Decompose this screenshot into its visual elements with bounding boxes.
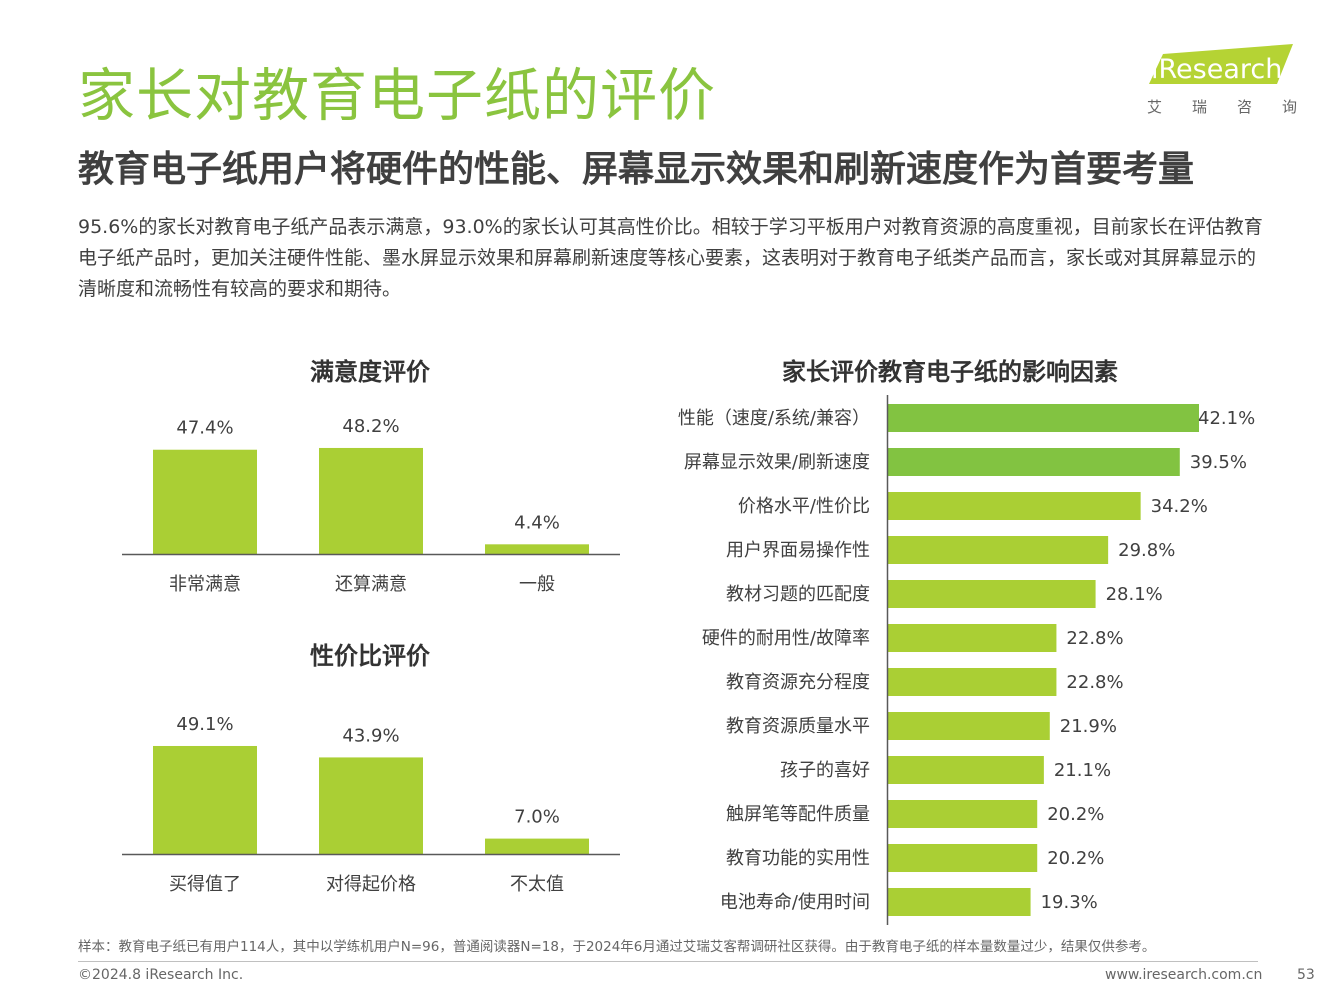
data-label: 34.2% <box>1151 496 1208 517</box>
category-label: 教育功能的实用性 <box>726 848 870 869</box>
data-label: 20.2% <box>1047 848 1104 869</box>
bar <box>485 838 589 854</box>
bar <box>319 447 423 554</box>
page-subtitle: 教育电子纸用户将硬件的性能、屏幕显示效果和刷新速度作为首要考量 <box>78 149 1195 190</box>
data-label: 19.3% <box>1041 892 1098 913</box>
category-label: 对得起价格 <box>326 874 416 895</box>
logo-banner <box>1149 44 1293 84</box>
data-label: 29.8% <box>1118 540 1175 561</box>
data-label: 49.1% <box>176 714 233 735</box>
chart-title-satisfaction: 满意度评价 <box>310 358 430 386</box>
category-label: 买得值了 <box>169 874 241 895</box>
category-label: 电池寿命/使用时间 <box>720 892 870 913</box>
data-label: 21.1% <box>1054 760 1111 781</box>
page-number: 53 <box>1297 967 1315 983</box>
sample-footnote: 样本：教育电子纸已有用户114人，其中以学练机用户N=96，普通阅读器N=18，… <box>78 939 1156 955</box>
logo-char: 咨 <box>1236 98 1252 116</box>
page-title: 家长对教育电子纸的评价 <box>78 63 716 129</box>
category-label: 教育资源充分程度 <box>726 672 870 693</box>
category-label: 教材习题的匹配度 <box>726 584 870 605</box>
category-label: 性能（速度/系统/兼容） <box>678 408 870 429</box>
category-label: 屏幕显示效果/刷新速度 <box>684 452 870 473</box>
data-label: 48.2% <box>342 416 399 437</box>
bar <box>888 624 1057 652</box>
logo-char: 艾 <box>1147 98 1163 116</box>
data-label: 43.9% <box>342 725 399 746</box>
bar <box>888 668 1057 696</box>
bar <box>319 757 423 854</box>
logo-text: iResearch <box>1151 54 1282 85</box>
bar <box>888 888 1031 916</box>
bar <box>888 800 1038 828</box>
bar <box>888 580 1096 608</box>
category-label: 教育资源质量水平 <box>726 716 870 737</box>
bar <box>485 544 589 554</box>
copyright-text: ©2024.8 iResearch Inc. <box>78 967 244 983</box>
category-label: 触屏笔等配件质量 <box>726 804 870 825</box>
category-label: 还算满意 <box>335 574 407 595</box>
iresearch-logo: iResearch <box>1149 44 1293 85</box>
bar <box>888 492 1141 520</box>
data-label: 21.9% <box>1060 716 1117 737</box>
logo-char: 询 <box>1281 98 1297 116</box>
category-label: 一般 <box>519 574 555 595</box>
category-label: 用户界面易操作性 <box>726 540 870 561</box>
logo-subtitle: 艾 瑞 咨 询 <box>1147 96 1297 117</box>
chart-title-factors: 家长评价教育电子纸的影响因素 <box>782 358 1118 386</box>
bar <box>888 756 1044 784</box>
summary-paragraph: 95.6%的家长对教育电子纸产品表示满意，93.0%的家长认可其高性价比。相较于… <box>78 216 1263 300</box>
bar <box>888 448 1180 476</box>
category-label: 价格水平/性价比 <box>738 496 870 517</box>
footer-divider <box>78 961 1258 962</box>
data-label: 28.1% <box>1106 584 1163 605</box>
data-label: 4.4% <box>514 512 560 533</box>
data-label: 47.4% <box>176 418 233 439</box>
category-label: 不太值 <box>510 874 564 895</box>
factors-chart: 42.1% 性能（速度/系统/兼容） 39.5% 屏幕显示效果/刷新速度 34.2% 价格… <box>678 395 1255 925</box>
bar <box>153 449 257 554</box>
data-label: 20.2% <box>1047 804 1104 825</box>
data-label: 22.8% <box>1066 628 1123 649</box>
data-label: 39.5% <box>1190 452 1247 473</box>
category-label: 硬件的耐用性/故障率 <box>702 628 870 649</box>
bar <box>153 745 257 854</box>
value-chart: 49.1% 买得值了 43.9% 对得起价格 7.0% 不太值 <box>122 714 620 895</box>
satisfaction-chart: 47.4% 非常满意 48.2% 还算满意 4.4% 一般 <box>122 416 620 595</box>
chart-title-value: 性价比评价 <box>310 642 430 670</box>
bar <box>888 404 1199 432</box>
data-label: 42.1% <box>1198 408 1255 429</box>
website-link[interactable]: www.iresearch.com.cn <box>1105 967 1263 983</box>
bar <box>888 536 1109 564</box>
logo-char: 瑞 <box>1191 98 1207 116</box>
data-label: 7.0% <box>514 807 560 828</box>
category-label: 非常满意 <box>169 574 241 595</box>
category-label: 孩子的喜好 <box>780 760 870 781</box>
bar <box>888 844 1038 872</box>
bar <box>888 712 1050 740</box>
data-label: 22.8% <box>1066 672 1123 693</box>
